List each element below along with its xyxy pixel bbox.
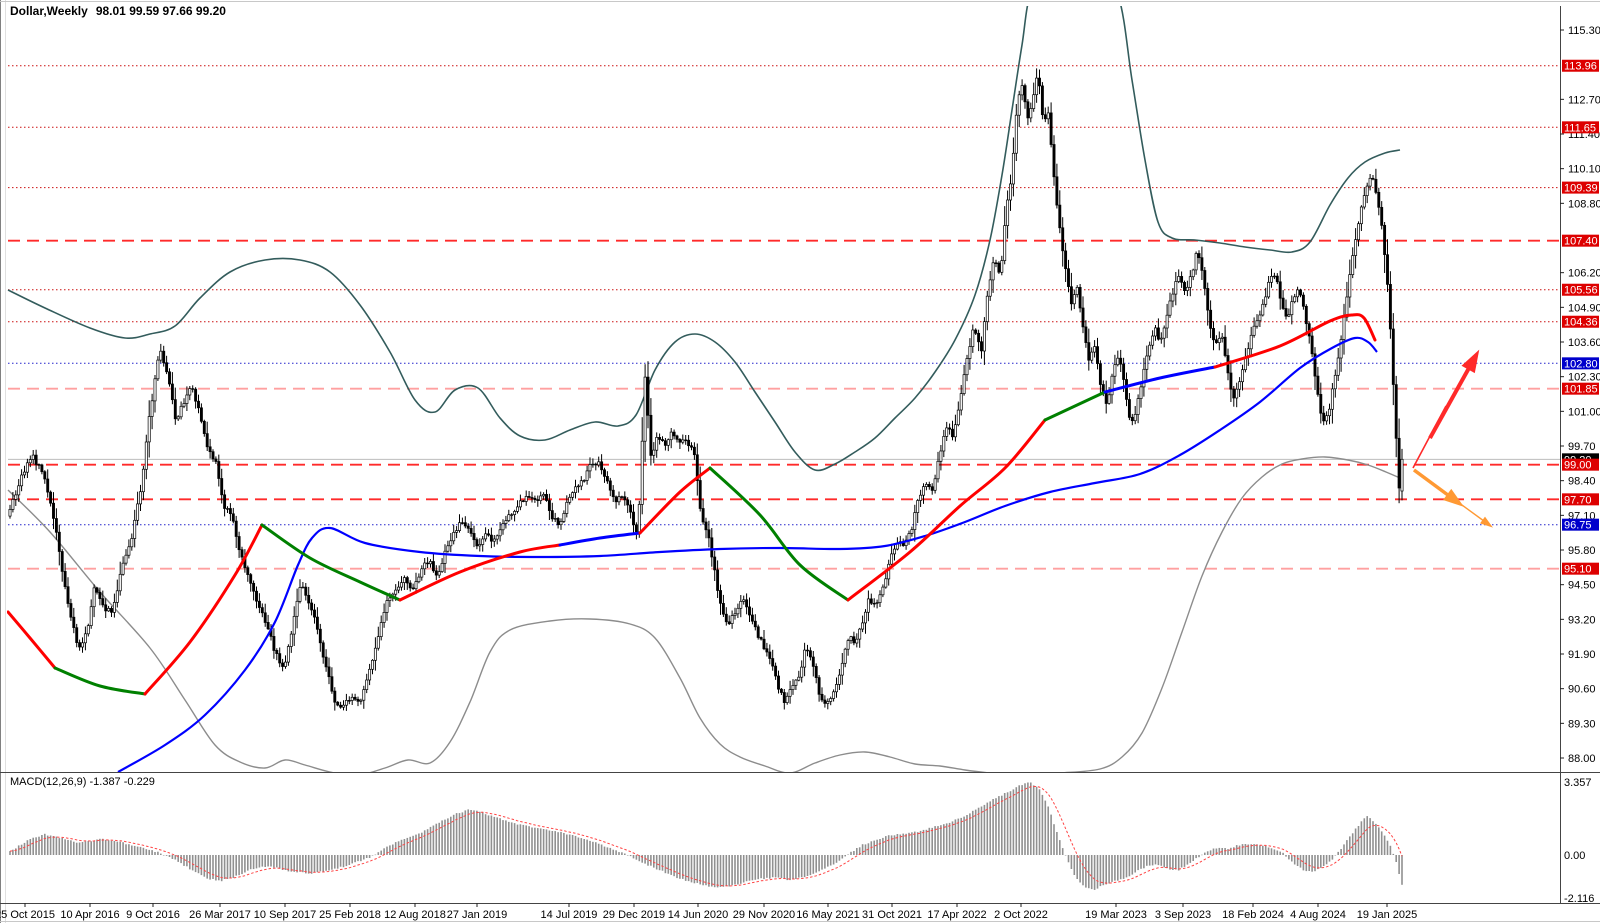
trend-arrows[interactable]	[1412, 349, 1493, 528]
date-axis[interactable]: 25 Oct 2015 10 Apr 2016 9 Oct 2016 26 Mar 2…	[0, 903, 1417, 921]
date-tick-label: 29 Nov 2020	[733, 909, 795, 921]
price-axis-tick: 99.70	[1568, 441, 1596, 453]
macd-name: MACD(12,26,9)	[10, 776, 87, 788]
price-axis-tick: 91.90	[1568, 649, 1596, 661]
window-border-top	[0, 1, 1600, 2]
price-axis-tick: 108.80	[1568, 198, 1600, 210]
price-axis-tick: 98.40	[1568, 476, 1596, 488]
date-tick-label: 16 May 2021	[796, 909, 860, 921]
macd-axis: 3.357 0.00 -2.116	[1564, 777, 1594, 905]
chart-title: Dollar,Weekly 98.01 99.59 97.66 99.20	[10, 4, 226, 18]
date-tick-label: 18 Feb 2024	[1222, 909, 1284, 921]
trend-arrow-red-1[interactable]	[1428, 358, 1476, 439]
svg-text:113.96: 113.96	[1564, 61, 1597, 73]
level-label-107.40	[1562, 234, 1599, 247]
date-tick-label: 3 Sep 2023	[1155, 909, 1211, 921]
level-label-102.80	[1562, 357, 1599, 370]
window-border-inner	[5, 0, 6, 923]
svg-text:107.40: 107.40	[1564, 236, 1598, 248]
arrowhead-orange	[1480, 516, 1493, 528]
arrowhead-orange	[1443, 488, 1464, 507]
level-label-113.96	[1562, 59, 1599, 72]
date-tick-label: 10 Sep 2017	[254, 909, 316, 921]
ma-blue-line	[117, 336, 1378, 772]
price-axis-tick: 93.20	[1568, 614, 1596, 626]
level-label-101.85	[1562, 382, 1599, 395]
level-label-111.65	[1562, 121, 1599, 134]
level-label-97.70	[1562, 493, 1599, 506]
price-axis-tick: 102.30	[1568, 372, 1600, 384]
svg-text:96.75: 96.75	[1564, 520, 1592, 532]
window-border	[0, 0, 1, 923]
candlestick-series	[8, 68, 1404, 711]
date-tick-label: 4 Aug 2024	[1290, 909, 1346, 921]
svg-text:111.65: 111.65	[1564, 122, 1596, 134]
price-axis-tick: 89.30	[1568, 718, 1596, 730]
price-axis-tick: 104.90	[1568, 302, 1600, 314]
ma-colored-line	[7, 313, 1377, 696]
price-panel[interactable]	[7, 0, 1560, 776]
price-axis[interactable]: 115.30112.70111.40110.10108.80106.20104.…	[1560, 25, 1600, 765]
price-axis-tick: 112.70	[1568, 94, 1600, 106]
date-tick-label: 19 Jan 2025	[1357, 909, 1418, 921]
price-axis-tick: 95.80	[1568, 545, 1596, 557]
svg-text:105.56: 105.56	[1564, 285, 1598, 297]
date-tick-label: 19 Mar 2023	[1085, 909, 1147, 921]
level-label-95.10	[1562, 562, 1599, 575]
date-tick-label: 17 Apr 2022	[927, 909, 986, 921]
ohlc-values: 98.01 99.59 97.66 99.20	[95, 4, 226, 18]
date-tick-label: 26 Mar 2017	[189, 909, 251, 921]
date-tick-label: 14 Jul 2019	[541, 909, 598, 921]
level-label-96.75	[1562, 518, 1599, 531]
bollinger-lower-line	[7, 456, 1401, 772]
price-axis-tick: 88.00	[1568, 753, 1596, 765]
svg-text:99.00: 99.00	[1564, 460, 1592, 472]
macd-axis-tick: 3.357	[1564, 777, 1592, 789]
svg-text:104.36: 104.36	[1564, 317, 1598, 329]
date-tick-label: 9 Oct 2016	[126, 909, 180, 921]
macd-signal-line	[9, 786, 1403, 887]
date-tick-label: 10 Apr 2016	[60, 909, 119, 921]
price-axis-tick: 110.10	[1568, 164, 1600, 176]
price-axis-tick: 103.60	[1568, 337, 1600, 349]
price-axis-tick: 90.60	[1568, 684, 1596, 696]
date-tick-label: 12 Aug 2018	[384, 909, 446, 921]
svg-text:101.85: 101.85	[1564, 384, 1598, 396]
date-tick-label: 2 Oct 2022	[994, 909, 1048, 921]
date-tick-label: 29 Dec 2019	[603, 909, 665, 921]
level-label-104.36	[1562, 315, 1599, 328]
symbol-period-label: Dollar,Weekly	[10, 4, 88, 18]
price-axis-tick: 106.20	[1568, 268, 1600, 280]
level-label-109.39	[1562, 181, 1599, 194]
date-tick-label: 31 Oct 2021	[862, 909, 922, 921]
window-border-bottom	[0, 921, 1600, 922]
price-axis-tick: 101.00	[1568, 406, 1600, 418]
macd-axis-tick: -2.116	[1564, 893, 1594, 905]
svg-text:97.70: 97.70	[1564, 494, 1592, 506]
svg-text:95.10: 95.10	[1564, 564, 1592, 576]
level-lines[interactable]	[8, 65, 1560, 570]
date-tick-label: 27 Jan 2019	[447, 909, 508, 921]
svg-text:109.39: 109.39	[1564, 183, 1598, 195]
macd-values: -1.387 -0.229	[89, 776, 155, 788]
price-axis-tick: 115.30	[1568, 25, 1600, 37]
arrowhead-red	[1461, 349, 1480, 374]
macd-axis-tick: 0.00	[1564, 850, 1585, 862]
date-tick-label: 14 Jun 2020	[668, 909, 729, 921]
date-tick-label: 25 Oct 2015	[0, 909, 55, 921]
bollinger-upper-line	[7, 6, 1401, 472]
date-tick-label: 25 Feb 2018	[319, 909, 381, 921]
macd-panel[interactable]	[9, 782, 1403, 890]
level-label-105.56	[1562, 283, 1599, 296]
price-axis-tick: 94.50	[1568, 580, 1596, 592]
svg-text:102.80: 102.80	[1564, 358, 1598, 370]
level-label-99.00	[1562, 458, 1599, 471]
macd-indicator-label: MACD(12,26,9) -1.387 -0.229	[10, 776, 155, 788]
